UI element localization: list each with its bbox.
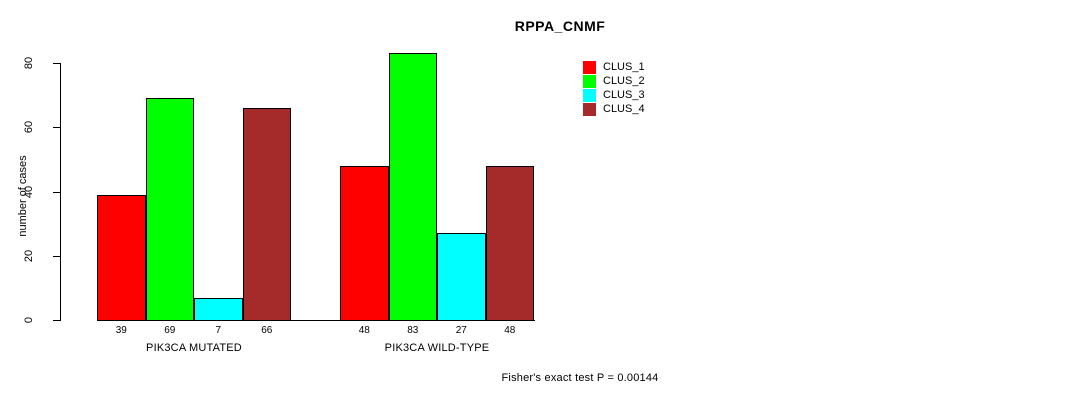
- legend-item-label: CLUS_2: [603, 74, 645, 87]
- y-axis-tick-label: 60: [23, 120, 35, 134]
- legend: CLUS_1 CLUS_2 CLUS_3 CLUS_4: [583, 60, 645, 116]
- y-axis-tick: [53, 127, 60, 128]
- bar-value-label: 83: [407, 325, 419, 336]
- bar-value-label: 69: [164, 325, 176, 336]
- group-label: PIK3CA WILD-TYPE: [384, 342, 490, 354]
- bar-value-label: 48: [504, 325, 516, 336]
- bar-value-label: 66: [261, 325, 273, 336]
- legend-swatch-icon: [583, 60, 596, 74]
- legend-item-label: CLUS_4: [603, 102, 645, 115]
- y-axis-spine: [60, 63, 61, 321]
- bar-value-label: 39: [115, 325, 127, 336]
- legend-item[interactable]: CLUS_1: [583, 60, 645, 74]
- y-axis-tick: [53, 256, 60, 257]
- x-axis-baseline: [97, 320, 535, 321]
- bar[interactable]: [145, 98, 194, 321]
- bar[interactable]: [388, 53, 437, 321]
- y-axis-tick: [53, 192, 60, 193]
- legend-item[interactable]: CLUS_2: [583, 74, 645, 88]
- legend-item[interactable]: CLUS_3: [583, 88, 645, 102]
- bar[interactable]: [194, 297, 243, 321]
- legend-item[interactable]: CLUS_4: [583, 102, 645, 116]
- y-axis-tick-label: 0: [23, 316, 35, 324]
- statistic-footnote: Fisher's exact test P = 0.00144: [501, 372, 659, 384]
- legend-swatch-icon: [583, 74, 596, 88]
- bar[interactable]: [97, 194, 146, 321]
- y-axis-tick: [53, 63, 60, 64]
- bar-value-label: 7: [215, 325, 222, 336]
- bar[interactable]: [242, 107, 291, 321]
- y-axis-tick: [53, 320, 60, 321]
- legend-item-label: CLUS_3: [603, 88, 645, 101]
- y-axis-tick-label: 20: [23, 249, 35, 263]
- bar[interactable]: [340, 165, 389, 321]
- group-label: PIK3CA MUTATED: [146, 342, 242, 354]
- legend-swatch-icon: [583, 88, 596, 102]
- legend-swatch-icon: [583, 102, 596, 116]
- y-axis-tick-label: 80: [23, 56, 35, 70]
- bar-value-label: 48: [358, 325, 370, 336]
- chart-title: RPPA_CNMF: [514, 18, 606, 34]
- legend-item-label: CLUS_1: [603, 60, 645, 73]
- bar[interactable]: [485, 165, 534, 321]
- bar[interactable]: [437, 233, 486, 321]
- bar-value-label: 27: [455, 325, 467, 336]
- y-axis-tick-label: 40: [23, 185, 35, 199]
